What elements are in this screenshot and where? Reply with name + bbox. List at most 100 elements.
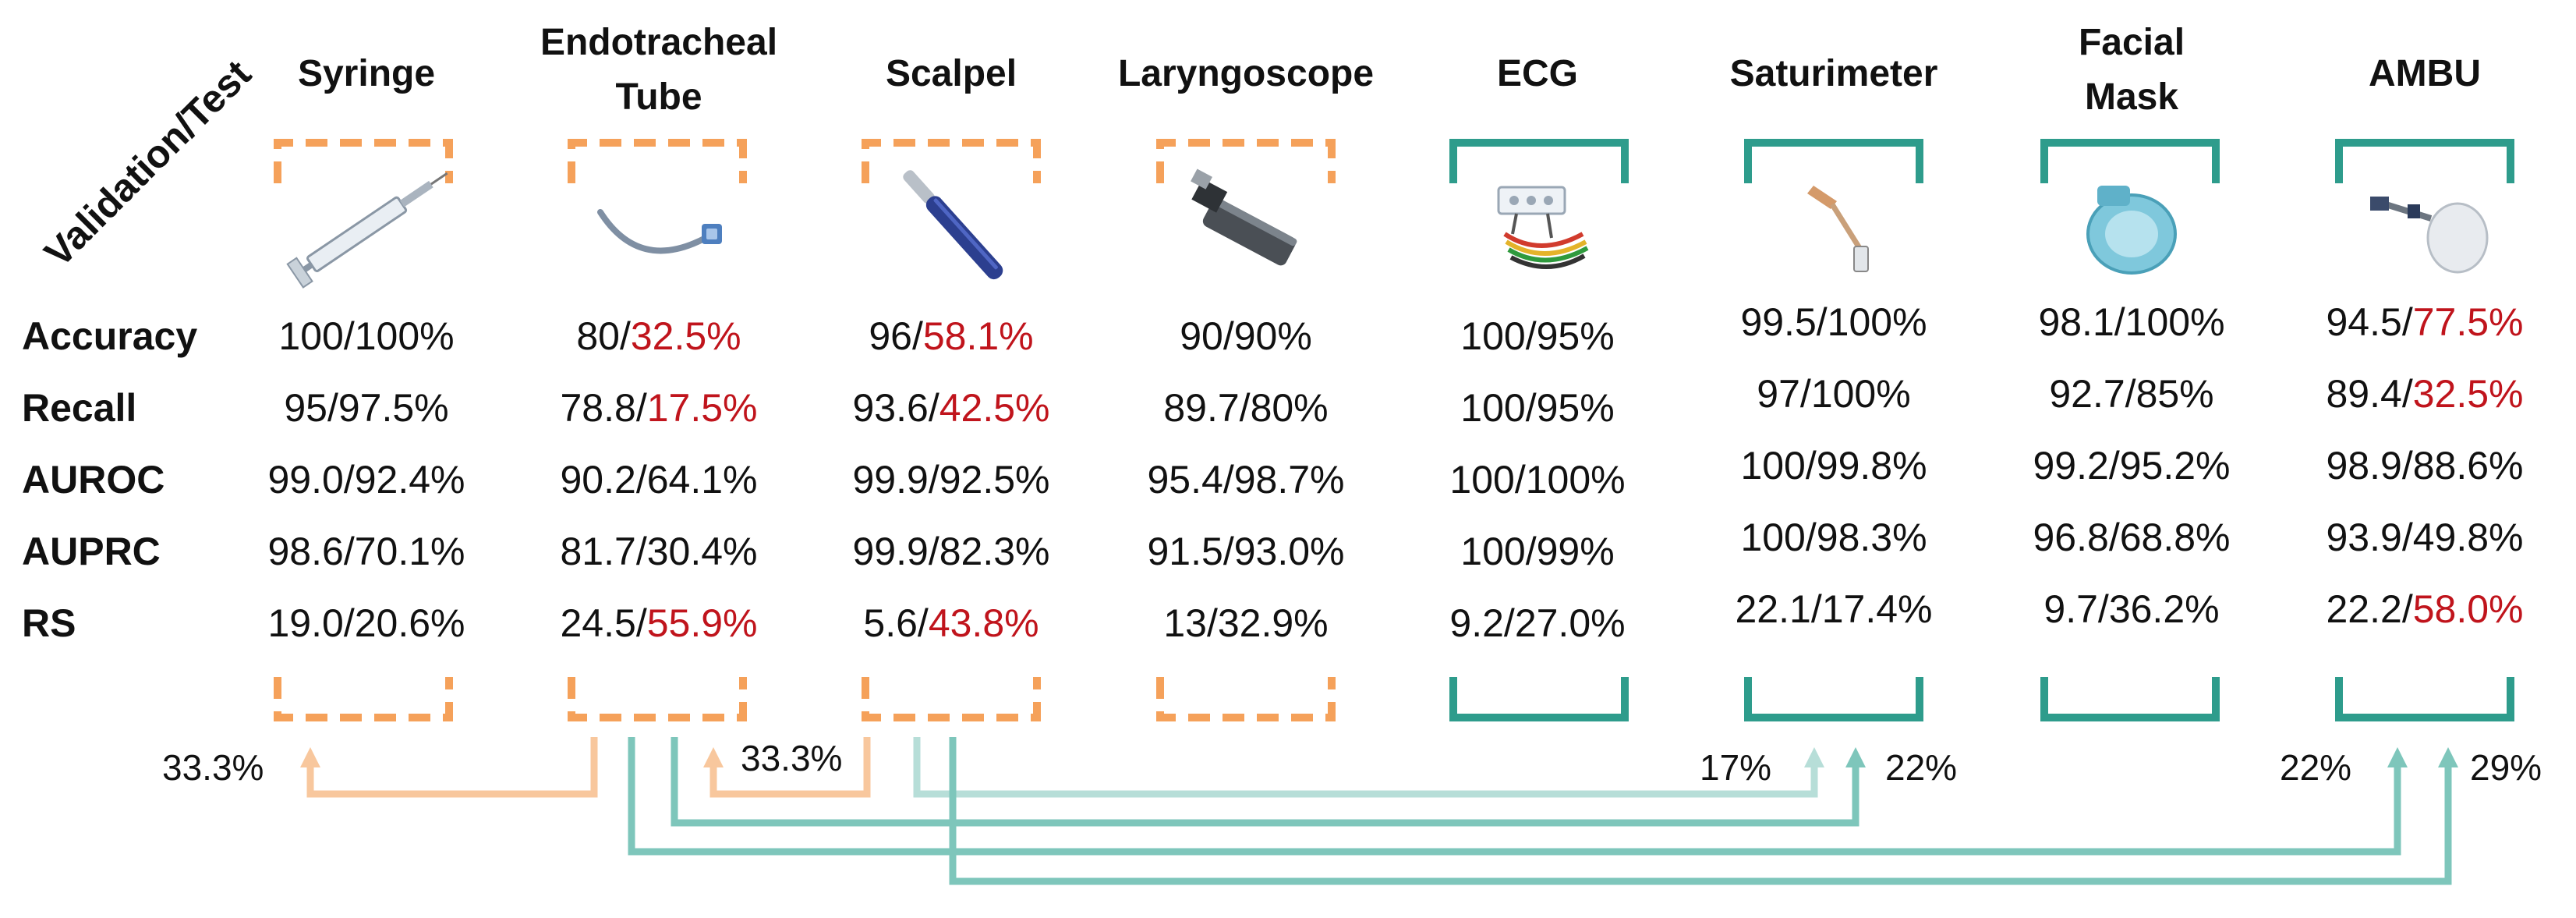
flow-arrowhead — [300, 747, 320, 767]
test-value: 17.5% — [647, 386, 758, 430]
validation-value: 100/ — [1460, 386, 1536, 430]
test-value: 49.8% — [2413, 516, 2524, 559]
bottom-bracket-facial-mask — [2040, 677, 2220, 721]
test-value: 95.2% — [2120, 444, 2231, 487]
metric-cell-scalpel-rs: 5.6/43.8% — [863, 601, 1039, 645]
validation-value: 99.9/ — [853, 458, 939, 502]
flow-arrowhead — [703, 747, 724, 767]
flow-label-ambu-29: 29% — [2470, 747, 2542, 788]
validation-value: 96/ — [869, 314, 923, 358]
validation-value: 9.7/ — [2043, 587, 2109, 631]
test-value: 98.3% — [1817, 516, 1927, 559]
metric-cell-facial-mask-rs: 9.7/36.2% — [2043, 587, 2219, 631]
metric-cell-ambu-recall: 89.4/32.5% — [2327, 372, 2524, 416]
validation-value: 100/ — [278, 314, 354, 358]
metric-cell-laryngoscope-auroc: 95.4/98.7% — [1148, 458, 1345, 502]
validation-value: 93.6/ — [853, 386, 939, 430]
flow-arrowhead — [2387, 747, 2408, 767]
test-value: 98.7% — [1234, 458, 1345, 502]
metric-cell-saturimeter-auprc: 100/98.3% — [1740, 516, 1927, 559]
validation-value: 89.7/ — [1163, 386, 1250, 430]
metric-cell-endotracheal-tube-accuracy: 80/32.5% — [576, 314, 741, 358]
validation-value: 19.0/ — [268, 601, 355, 645]
instrument-images — [286, 168, 2489, 289]
validation-value: 100/ — [1460, 530, 1536, 573]
test-value: 85% — [2136, 372, 2214, 416]
row-label-rs: RS — [22, 601, 76, 645]
header-syringe: Syringe — [298, 53, 435, 94]
bottom-bracket-saturimeter — [1744, 677, 1923, 721]
header-scalpel: Scalpel — [886, 53, 1017, 94]
flow-scalpel-to-ambu — [949, 737, 2452, 885]
validation-value: 93.9/ — [2327, 516, 2413, 559]
row-label-recall: Recall — [22, 386, 136, 430]
flow-arrowhead — [1804, 747, 1824, 767]
test-value: 80% — [1251, 386, 1329, 430]
validation-value: 91.5/ — [1148, 530, 1234, 573]
metric-cell-endotracheal-tube-auroc: 90.2/64.1% — [561, 458, 758, 502]
ambu-image — [2370, 197, 2489, 274]
metric-cell-scalpel-accuracy: 96/58.1% — [869, 314, 1033, 358]
test-value: 42.5% — [939, 386, 1050, 430]
bottom-bracket-syringe — [274, 677, 453, 721]
test-value: 90% — [1234, 314, 1312, 358]
flow-label-syringe: 33.3% — [162, 747, 264, 788]
metric-cell-syringe-auroc: 99.0/92.4% — [268, 458, 465, 502]
metric-cell-ambu-auroc: 98.9/88.6% — [2327, 444, 2524, 487]
scalpel-image — [903, 170, 1003, 280]
test-value: 17.4% — [1822, 587, 1933, 631]
flow-label-endotracheal: 33.3% — [741, 738, 842, 778]
row-label-accuracy: Accuracy — [22, 314, 197, 358]
test-value: 36.2% — [2109, 587, 2220, 631]
validation-value: 78.8/ — [561, 386, 647, 430]
header-laryngoscope: Laryngoscope — [1118, 53, 1374, 94]
test-value: 58.1% — [923, 314, 1034, 358]
test-value: 77.5% — [2413, 300, 2524, 344]
metric-cell-saturimeter-recall: 97/100% — [1757, 372, 1910, 416]
test-value: 70.1% — [355, 530, 465, 573]
top-bracket-endotracheal-tube — [568, 139, 747, 183]
test-value: 32.5% — [631, 314, 741, 358]
top-bracket-ambu — [2335, 139, 2514, 183]
validation-value: 96.8/ — [2033, 516, 2120, 559]
validation-value: 89.4/ — [2327, 372, 2413, 416]
test-value: 58.0% — [2413, 587, 2524, 631]
syringe-image — [286, 172, 448, 289]
test-value: 92.5% — [939, 458, 1050, 502]
row-labels: Accuracy Recall AUROC AUPRC RS — [22, 314, 197, 645]
metric-cell-scalpel-auroc: 99.9/92.5% — [853, 458, 1050, 502]
validation-value: 98.6/ — [268, 530, 355, 573]
metric-cell-saturimeter-auroc: 100/99.8% — [1740, 444, 1927, 487]
validation-value: 99.2/ — [2033, 444, 2120, 487]
validation-value: 92.7/ — [2049, 372, 2135, 416]
metric-cell-scalpel-recall: 93.6/42.5% — [853, 386, 1050, 430]
metric-cell-syringe-recall: 95/97.5% — [284, 386, 448, 430]
flow-arrowhead — [2438, 747, 2458, 767]
header-endotracheal-tube-line2: Tube — [615, 76, 702, 118]
validation-value: 100/ — [1460, 314, 1536, 358]
metric-cell-syringe-accuracy: 100/100% — [278, 314, 454, 358]
validation-value: 80/ — [576, 314, 631, 358]
validation-value: 100/ — [1740, 516, 1816, 559]
validation-value: 9.2/ — [1449, 601, 1515, 645]
top-bracket-laryngoscope — [1156, 139, 1336, 183]
header-facial-mask-line1: Facial — [2079, 22, 2185, 63]
facial-mask-image — [2086, 186, 2177, 275]
flow-endotracheal-to-saturimeter — [671, 737, 1859, 827]
ecg-image — [1497, 186, 1589, 269]
test-value: 27.0% — [1515, 601, 1626, 645]
test-value: 88.6% — [2413, 444, 2524, 487]
validation-value: 99.9/ — [853, 530, 939, 573]
validation-value: 24.5/ — [561, 601, 647, 645]
validation-value: 94.5/ — [2327, 300, 2413, 344]
flow-endotracheal-to-syringe — [306, 737, 598, 798]
flow-label-saturimeter-22: 22% — [1885, 747, 1957, 788]
validation-value: 98.1/ — [2038, 300, 2125, 344]
metric-cell-facial-mask-accuracy: 98.1/100% — [2038, 300, 2224, 344]
validation-value: 5.6/ — [863, 601, 929, 645]
validation-value: 100/ — [1740, 444, 1816, 487]
test-value: 68.8% — [2120, 516, 2231, 559]
test-value: 100% — [1828, 300, 1927, 344]
validation-value: 97/ — [1757, 372, 1811, 416]
metric-cell-endotracheal-tube-rs: 24.5/55.9% — [561, 601, 758, 645]
